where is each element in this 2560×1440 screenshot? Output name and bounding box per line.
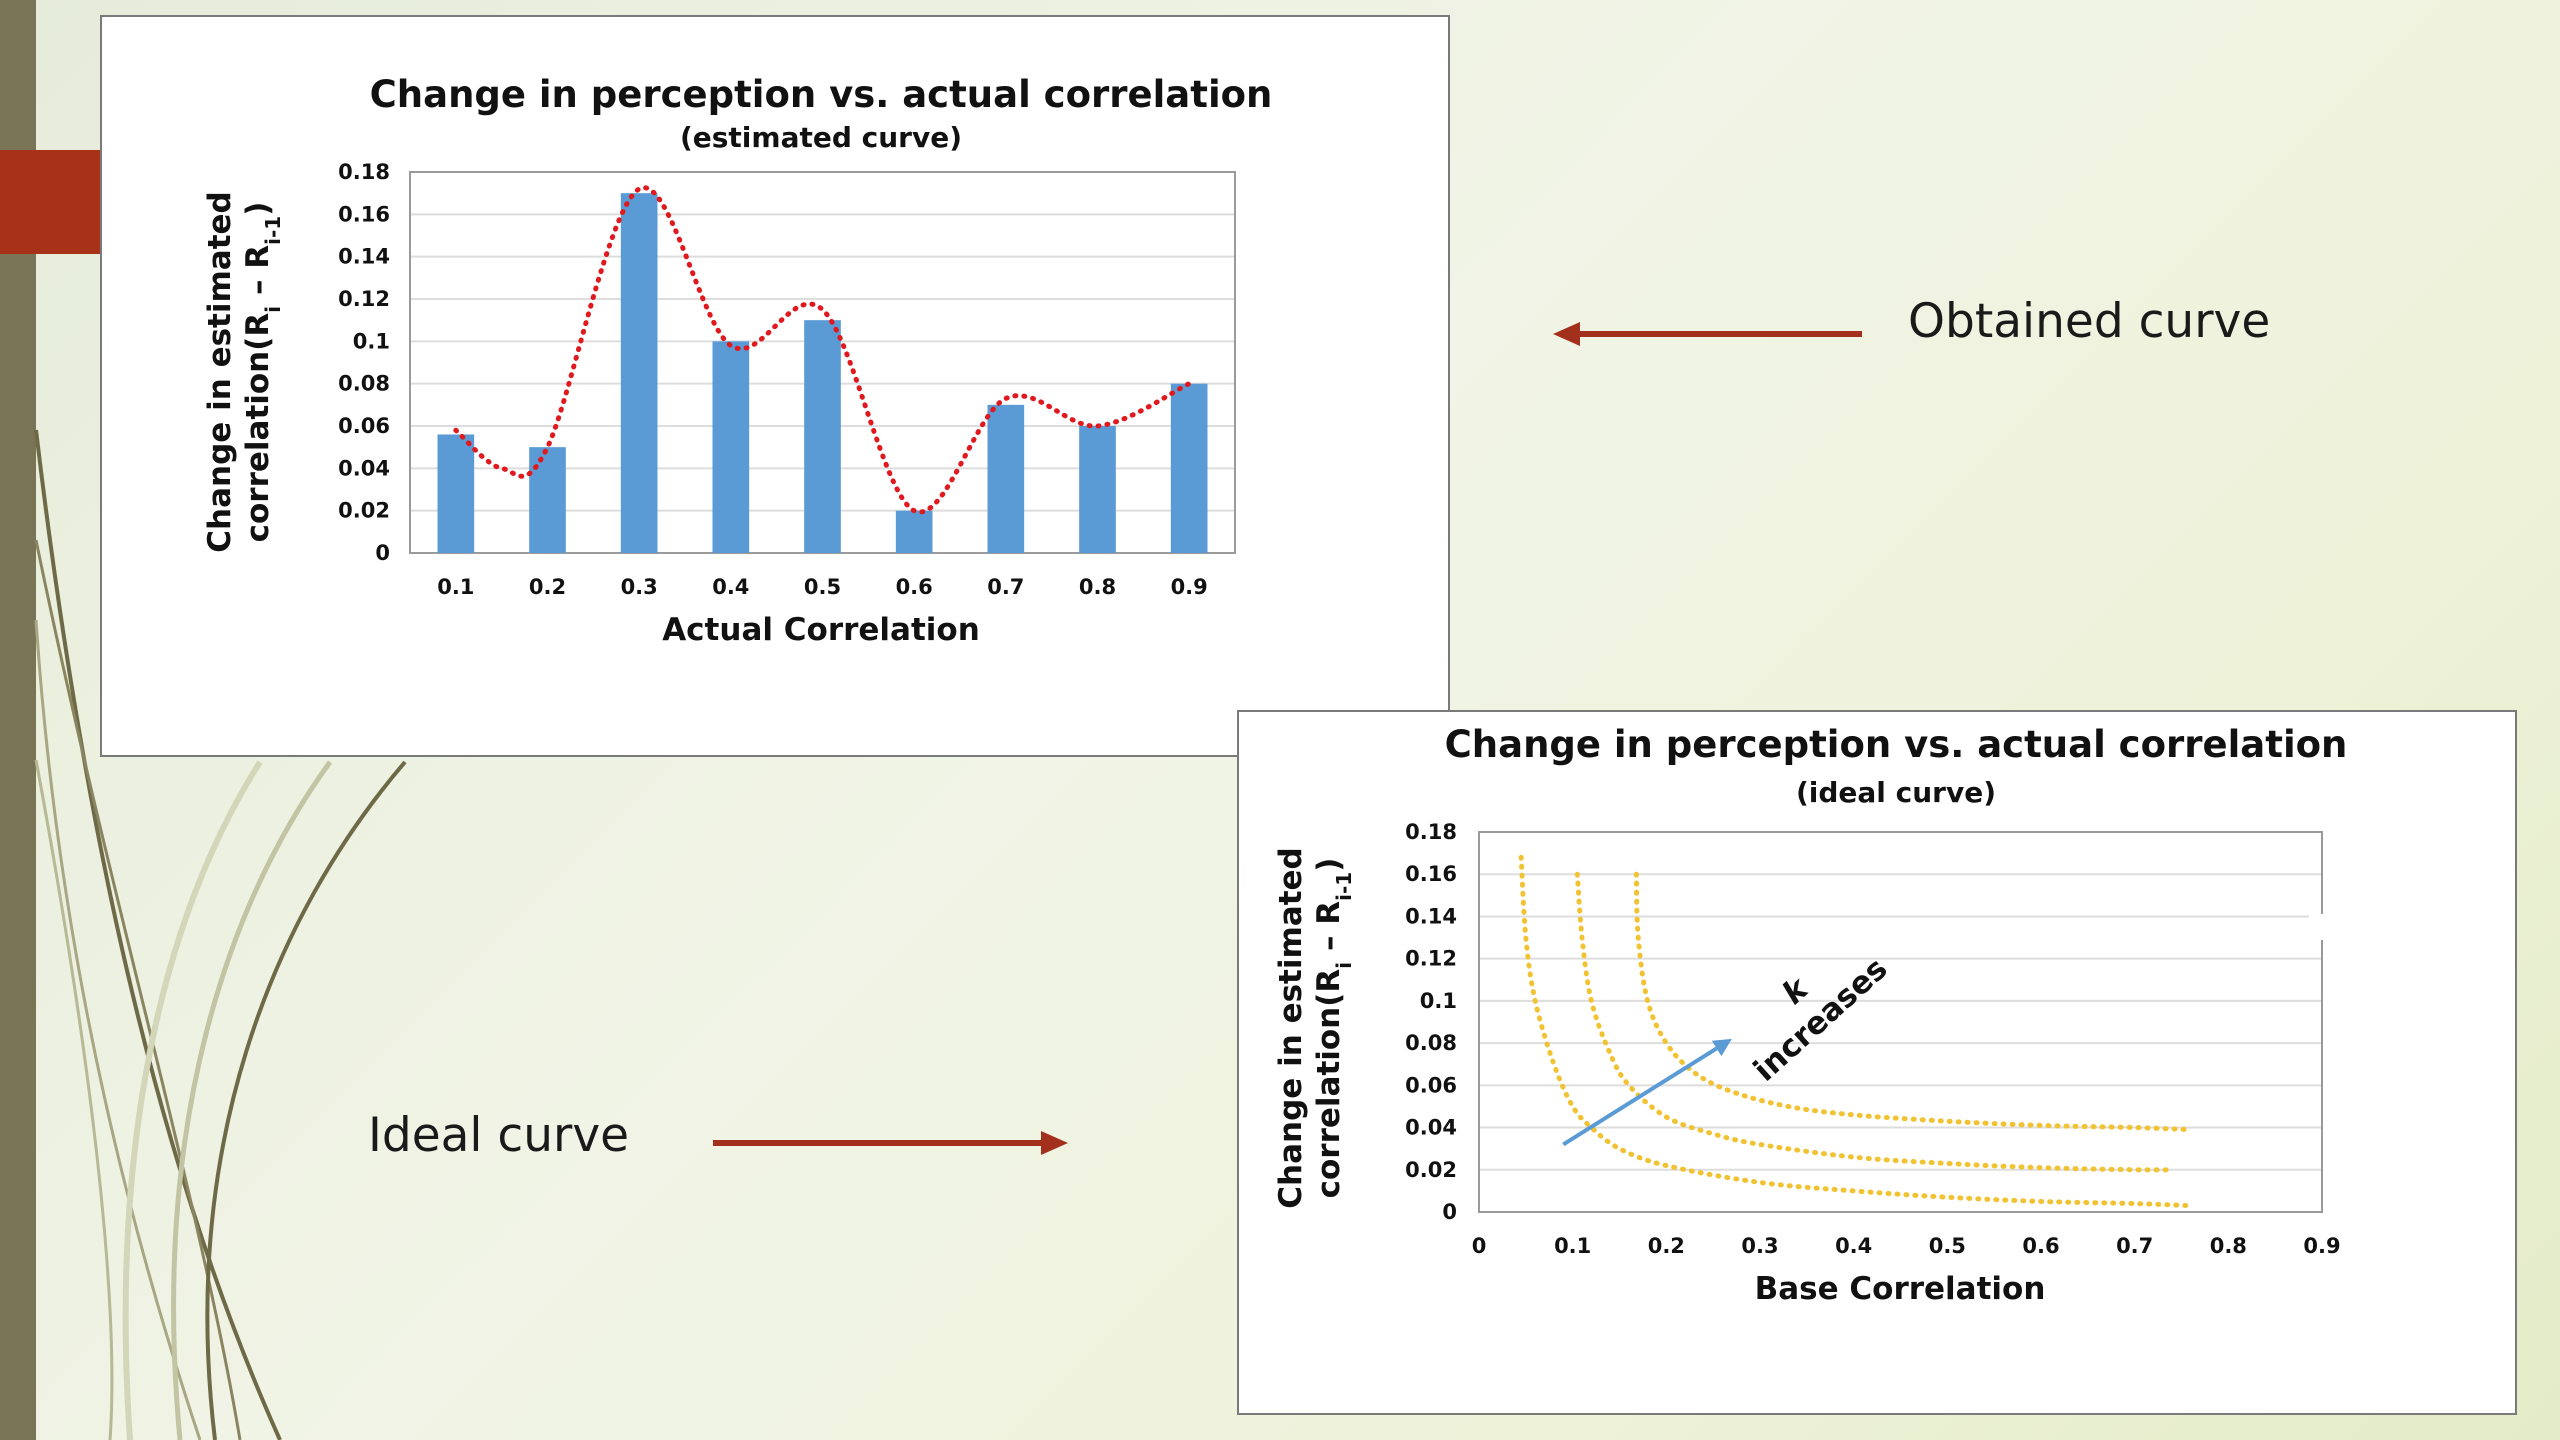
y-axis-label-line2: correlation(Ri – Ri-1): [1311, 858, 1356, 1199]
bar: [620, 193, 658, 553]
x-tick-label: 0.4: [1835, 1234, 1872, 1258]
y-axis-label: Change in estimated correlation(Ri – Ri-…: [202, 191, 285, 552]
plot-area-right-gap-cover: [2309, 914, 2329, 940]
x-tick-label: 0.3: [621, 575, 658, 599]
estimated-chart-panel: Change in perception vs. actual correlat…: [100, 15, 1450, 757]
x-tick-label: 0.9: [2303, 1234, 2340, 1258]
ideal-chart: Change in perception vs. actual correlat…: [1273, 723, 2348, 1307]
y-axis-label-line1: Change in estimated: [1273, 847, 1309, 1208]
x-tick-label: 0.5: [1929, 1234, 1966, 1258]
y-tick-labels: 0 0.02 0.04 0.06 0.08 0.1 0.12 0.14 0.16 0.18: [338, 160, 390, 565]
k-increases-arrow: [1562, 1046, 1718, 1147]
k-increases-text: k increases: [1747, 951, 1895, 1089]
bar: [804, 320, 841, 553]
y-tick-labels: 0 0.02 0.04 0.06 0.08 0.1 0.12 0.14 0.16 0.18: [1405, 820, 1457, 1224]
estimated-chart: Change in perception vs. actual correlat…: [202, 73, 1273, 648]
bar: [437, 434, 475, 553]
y-tick-label: 0.16: [338, 202, 390, 226]
ideal-chart-panel: Change in perception vs. actual correlat…: [1237, 710, 2517, 1415]
y-tick-label: 0.1: [1420, 989, 1457, 1013]
estimated-dotted-curve: [453, 185, 1192, 515]
x-tick-label: 0.2: [529, 575, 566, 599]
bar: [712, 341, 750, 553]
y-tick-label: 0.06: [1405, 1073, 1457, 1097]
chart-subtitle: (ideal curve): [1796, 776, 1996, 809]
y-tick-label: 0.12: [338, 287, 390, 311]
y-axis-label-line2: correlation(Ri – Ri-1): [240, 202, 285, 543]
chart-title: Change in perception vs. actual correlat…: [1445, 723, 2348, 766]
y-tick-label: 0.18: [1405, 820, 1457, 844]
y-tick-label: 0: [1442, 1200, 1457, 1224]
x-tick-label: 0.6: [2022, 1234, 2059, 1258]
y-tick-label: 0.04: [1405, 1116, 1457, 1140]
k-increases-arrowhead: [1711, 1038, 1732, 1057]
k-increases-annotation: k increases: [1562, 951, 1895, 1147]
y-tick-label: 0.02: [338, 499, 390, 523]
bar: [1170, 383, 1208, 553]
y-tick-label: 0.16: [1405, 862, 1457, 886]
x-tick-label: 0.6: [896, 575, 933, 599]
x-tick-labels: 0 0.1 0.2 0.3 0.4 0.5 0.6 0.7 0.8 0.9: [1472, 1234, 2341, 1258]
ideal-curve-label: Ideal curve: [368, 1108, 630, 1163]
ideal-curve-2: [1574, 871, 2175, 1173]
x-tick-label: 0.1: [437, 575, 474, 599]
x-tick-label: 0.5: [804, 575, 841, 599]
x-tick-label: 0.3: [1741, 1234, 1778, 1258]
y-tick-label: 0.04: [338, 456, 390, 480]
y-tick-label: 0.06: [338, 414, 390, 438]
bar: [529, 447, 566, 553]
y-tick-label: 0.18: [338, 160, 390, 184]
x-tick-label: 0.8: [1079, 575, 1116, 599]
increases-label: increases: [1747, 951, 1895, 1089]
ideal-dotted-curves: [1518, 854, 2194, 1209]
accent-block: [0, 150, 102, 254]
ideal-curve-1: [1518, 854, 2194, 1209]
bar: [987, 404, 1025, 553]
x-tick-label: 0.1: [1554, 1234, 1591, 1258]
plot-area-border: [1478, 831, 2323, 1213]
x-axis-label: Actual Correlation: [662, 612, 980, 648]
y-tick-label: 0.12: [1405, 947, 1457, 971]
x-tick-label: 0.7: [2116, 1234, 2153, 1258]
y-tick-label: 0.08: [1405, 1031, 1457, 1055]
y-tick-label: 0.08: [338, 372, 390, 396]
bars: [437, 193, 1208, 553]
y-tick-label: 0.02: [1405, 1158, 1457, 1182]
x-tick-label: 0: [1472, 1234, 1487, 1258]
x-axis-label: Base Correlation: [1755, 1271, 2046, 1307]
y-axis-label: Change in estimated correlation(Ri – Ri-…: [1273, 847, 1356, 1208]
decorative-swooshes: [34, 429, 407, 1440]
ideal-curve-3: [1633, 871, 2194, 1133]
x-tick-label: 0.8: [2210, 1234, 2247, 1258]
obtained-curve-label: Obtained curve: [1908, 294, 2271, 349]
chart-title: Change in perception vs. actual correlat…: [370, 73, 1273, 116]
y-tick-label: 0: [375, 541, 390, 565]
y-tick-label: 0.1: [353, 329, 390, 353]
y-tick-label: 0.14: [338, 245, 390, 269]
chart-subtitle: (estimated curve): [680, 121, 962, 154]
x-tick-label: 0.7: [987, 575, 1024, 599]
x-tick-label: 0.9: [1171, 575, 1208, 599]
x-tick-labels: 0.1 0.2 0.3 0.4 0.5 0.6 0.7 0.8 0.9: [437, 575, 1208, 599]
bar: [1079, 426, 1116, 553]
bar: [895, 510, 933, 553]
y-tick-label: 0.14: [1405, 904, 1457, 928]
x-tick-label: 0.2: [1648, 1234, 1685, 1258]
y-axis-label-line1: Change in estimated: [202, 191, 238, 552]
x-tick-label: 0.4: [712, 575, 749, 599]
